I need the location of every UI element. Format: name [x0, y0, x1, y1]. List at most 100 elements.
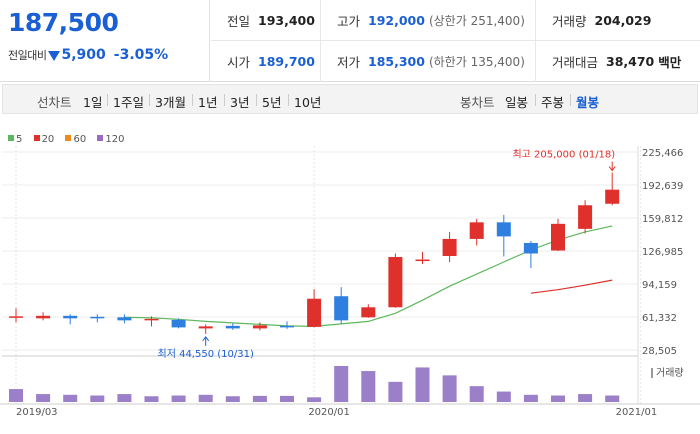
high-arrow-head-icon: [608, 166, 616, 172]
high-annotation: 최고 205,000 (01/18): [512, 149, 615, 161]
volume-bar: [307, 397, 322, 402]
candle-body: [63, 315, 78, 319]
candle-body: [225, 325, 240, 329]
chart-legend: 5 20 60 120: [8, 134, 133, 145]
prev-close-cell: 전일 193,400: [211, 0, 321, 41]
candle-weekly-button[interactable]: 주봉: [541, 95, 565, 110]
candle-body: [9, 316, 23, 318]
volume-layer: [9, 366, 620, 402]
open-value: 189,700: [258, 54, 315, 69]
separator: [570, 94, 571, 106]
candle-body: [198, 326, 213, 329]
candle-body: [605, 189, 620, 204]
separator: [535, 94, 536, 106]
candle-body: [252, 325, 267, 329]
candle-body: [117, 317, 132, 321]
trade-value-value: 38,470: [606, 54, 655, 69]
chart-period-toolbar: 선차트 1일 1주일 3개월 1년 3년 5년 10년 봉차트 일봉 주봉 월봉: [2, 84, 698, 114]
prev-close-label: 전일: [227, 13, 251, 29]
period-1d-button[interactable]: 1일: [83, 95, 103, 110]
candle-layer: [9, 172, 620, 334]
ma20-line: [530, 279, 613, 294]
candle-body: [36, 315, 51, 319]
low-annotation: 최저 44,550 (10/31): [158, 348, 254, 360]
volume-axis-marker: [651, 368, 653, 378]
volume-bar: [9, 389, 23, 402]
x-tick-label: 2019/03: [16, 407, 58, 418]
volume-bar: [171, 395, 186, 402]
trade-value-label: 거래대금: [552, 55, 599, 70]
low-cell: 저가 185,300 (하한가 135,400): [321, 41, 536, 82]
volume-bar: [469, 386, 484, 402]
period-3m-button[interactable]: 3개월: [155, 95, 186, 110]
legend-swatch: [33, 135, 40, 141]
legend-swatch: [97, 135, 104, 141]
separator: [107, 94, 108, 106]
y-tick-label: 94,159: [642, 280, 677, 291]
candle-body: [144, 318, 159, 321]
volume-bar: [388, 381, 403, 402]
y-tick-label: 61,332: [642, 313, 677, 324]
price-block: 187,500 전일대비 5,900 -3.05%: [0, 0, 210, 82]
y-tick-label: 192,639: [642, 181, 683, 192]
candlestick-chart[interactable]: 225,466 192,639 159,812 126,985 94,159 61,332…: [0, 140, 700, 434]
y-tick-label: 159,812: [642, 214, 683, 225]
period-3y-button[interactable]: 3년: [230, 95, 250, 110]
low-arrow-head-icon: [202, 336, 210, 342]
volume-bar: [225, 396, 240, 402]
candle-body: [496, 222, 511, 237]
change-rate: -3.05%: [113, 47, 169, 63]
volume-value: 204,029: [594, 12, 652, 28]
x-tick-label: 2021/01: [616, 407, 658, 418]
candle-monthly-button[interactable]: 월봉: [576, 95, 600, 110]
separator: [288, 94, 289, 106]
candle-daily-button[interactable]: 일봉: [505, 95, 529, 110]
volume-bar: [36, 394, 51, 402]
volume-bar: [280, 395, 294, 402]
candle-body: [307, 298, 322, 327]
open-label: 시가: [227, 55, 251, 70]
volume-label: 거래량: [552, 13, 587, 29]
volume-bar: [523, 394, 538, 402]
legend-item-ma60: 60: [65, 134, 86, 145]
period-1w-button[interactable]: 1주일: [113, 95, 144, 110]
candle-body: [280, 325, 294, 328]
legend-label: 120: [105, 134, 125, 145]
separator: [256, 94, 257, 106]
y-tick-label: 28,505: [642, 346, 677, 357]
volume-bar: [198, 394, 213, 402]
open-cell: 시가 189,700: [211, 41, 321, 82]
candle-body: [442, 238, 457, 257]
volume-axis-label: 거래량: [656, 367, 684, 379]
prev-close-value: 193,400: [258, 12, 315, 28]
candle-body: [334, 296, 349, 321]
legend-swatch: [65, 135, 72, 141]
volume-bar: [551, 395, 565, 402]
candle-body: [523, 242, 538, 254]
change-label: 전일대비: [8, 49, 47, 62]
lower-limit: (하한가 135,400): [428, 55, 525, 69]
down-triangle-icon: [48, 50, 61, 61]
legend-label: 5: [16, 134, 23, 145]
period-5y-button[interactable]: 5년: [262, 95, 282, 110]
separator: [224, 94, 225, 106]
candle-body: [361, 307, 376, 318]
candle-chart-label: 봉차트: [460, 95, 495, 110]
current-price: 187,500: [8, 8, 119, 37]
line-chart-label: 선차트: [37, 95, 72, 110]
axis-layer: 225,466 192,639 159,812 126,985 94,159 61,332…: [16, 148, 684, 418]
volume-bar: [117, 394, 132, 402]
volume-bar: [144, 396, 159, 402]
legend-label: 60: [73, 134, 87, 145]
change-amount: 5,900: [61, 47, 106, 63]
legend-swatch: [8, 135, 14, 141]
period-1y-button[interactable]: 1년: [198, 95, 218, 110]
period-10y-button[interactable]: 10년: [294, 95, 322, 110]
volume-bar: [361, 371, 376, 402]
trade-value-unit: 백만: [658, 55, 682, 70]
high-value: 192,000: [368, 12, 425, 28]
candle-body: [469, 222, 484, 239]
y-tick-label: 126,985: [642, 247, 683, 258]
high-label: 고가: [337, 13, 361, 29]
candle-body: [171, 319, 186, 328]
